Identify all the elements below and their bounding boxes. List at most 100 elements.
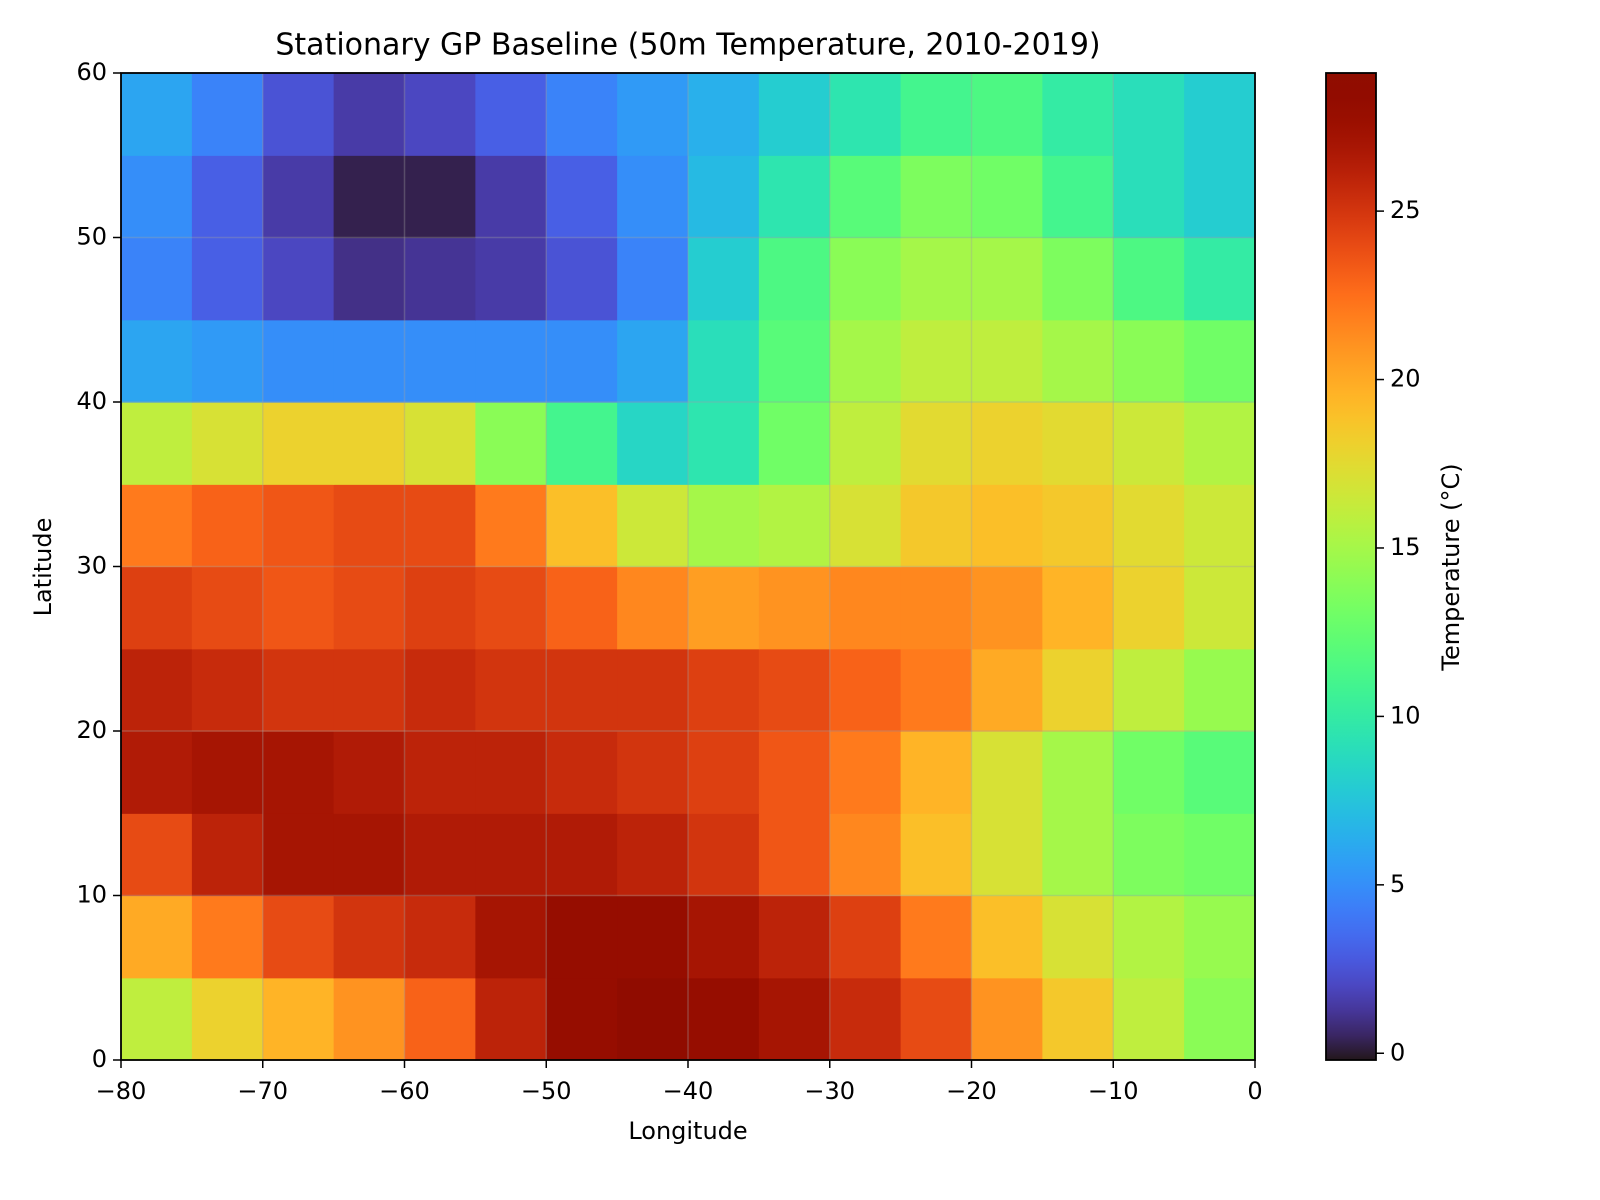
heat-cell (191, 319, 264, 403)
heat-cell (1113, 895, 1185, 979)
heat-cell (971, 731, 1043, 814)
heat-cell (333, 484, 406, 568)
heat-cell (333, 977, 406, 1061)
heat-cell (262, 813, 335, 897)
heat-cell (1113, 73, 1185, 156)
heat-cell (688, 237, 760, 321)
heat-cell (971, 484, 1043, 568)
heat-cell (475, 813, 547, 897)
heat-cell (546, 155, 618, 239)
heat-cell (262, 237, 335, 321)
heat-cell (121, 319, 193, 403)
heat-cell (191, 155, 264, 239)
heat-cell (1042, 319, 1114, 403)
heat-cell (1113, 155, 1185, 239)
colorbar-label: Temperature (°C) (1437, 463, 1465, 671)
heat-cell (971, 402, 1043, 485)
heat-cell (1042, 402, 1114, 485)
heat-cell (333, 813, 406, 897)
heat-cell (475, 977, 547, 1061)
colorbar-tick-label: 25 (1390, 196, 1421, 224)
heat-cell (121, 895, 193, 979)
heat-cell (829, 319, 902, 403)
heat-cell (971, 566, 1043, 650)
x-tick-label: −10 (1088, 1077, 1139, 1105)
heat-cell (191, 484, 264, 568)
heat-cell (121, 648, 193, 732)
heat-cell (546, 977, 618, 1061)
colorbar (1325, 72, 1377, 1061)
heat-cell (829, 895, 902, 979)
y-tick-label: 30 (76, 552, 107, 580)
heat-cell (900, 895, 973, 979)
heat-cell (404, 648, 476, 732)
heat-cell (829, 73, 902, 156)
heat-cell (191, 731, 264, 814)
heat-cell (404, 237, 476, 321)
heat-cell (121, 484, 193, 568)
heat-cell (829, 731, 902, 814)
heat-cell (546, 402, 618, 485)
heat-cell (1184, 895, 1256, 979)
heat-cell (1184, 155, 1256, 239)
heat-cell (333, 237, 406, 321)
heat-cell (1042, 895, 1114, 979)
heat-cell (333, 402, 406, 485)
heat-cell (1113, 237, 1185, 321)
heat-cell (191, 402, 264, 485)
heat-cell (121, 237, 193, 321)
heat-cell (1042, 731, 1114, 814)
heat-cell (900, 237, 973, 321)
heat-cell (262, 648, 335, 732)
heat-cell (900, 484, 973, 568)
heat-cell (333, 566, 406, 650)
chart-title: Stationary GP Baseline (50m Temperature,… (275, 28, 1100, 63)
heat-cell (1042, 484, 1114, 568)
heat-cell (475, 237, 547, 321)
heat-cell (404, 155, 476, 239)
heat-cell (121, 813, 193, 897)
heat-cell (829, 484, 902, 568)
heat-cell (191, 237, 264, 321)
heat-cell (900, 731, 973, 814)
heat-cell (262, 731, 335, 814)
x-tick-label: −80 (96, 1077, 147, 1105)
heat-cell (1113, 402, 1185, 485)
heat-cell (546, 813, 618, 897)
x-tick-label: −40 (663, 1077, 714, 1105)
heat-cell (617, 977, 689, 1061)
heat-cell (1113, 319, 1185, 403)
x-tick-label: −50 (521, 1077, 572, 1105)
heat-cell (900, 402, 973, 485)
colorbar-tick-label: 5 (1390, 870, 1405, 898)
x-tick-label: −20 (946, 1077, 997, 1105)
heat-cell (688, 155, 760, 239)
heat-cell (262, 895, 335, 979)
heat-cell (1184, 319, 1256, 403)
heat-cell (971, 73, 1043, 156)
heat-cell (404, 566, 476, 650)
heat-cell (404, 73, 476, 156)
heat-cell (688, 484, 760, 568)
heat-cell (546, 566, 618, 650)
colorbar-tick-label: 15 (1390, 533, 1421, 561)
y-tick-label: 10 (76, 881, 107, 909)
heat-cell (546, 237, 618, 321)
heat-cell (971, 319, 1043, 403)
heat-cell (758, 895, 831, 979)
x-tick-label: −60 (379, 1077, 430, 1105)
heat-cell (333, 895, 406, 979)
heat-cell (829, 977, 902, 1061)
colorbar-tick-label: 10 (1390, 701, 1421, 729)
heat-cell (191, 648, 264, 732)
colorbar-tick-label: 20 (1390, 365, 1421, 393)
heat-cell (1042, 73, 1114, 156)
heat-cell (617, 648, 689, 732)
heat-cell (1184, 73, 1256, 156)
y-axis-label: Latitude (29, 518, 57, 617)
heat-cell (900, 73, 973, 156)
heat-cell (758, 73, 831, 156)
heat-cell (1042, 155, 1114, 239)
heat-cell (688, 402, 760, 485)
heat-cell (262, 484, 335, 568)
